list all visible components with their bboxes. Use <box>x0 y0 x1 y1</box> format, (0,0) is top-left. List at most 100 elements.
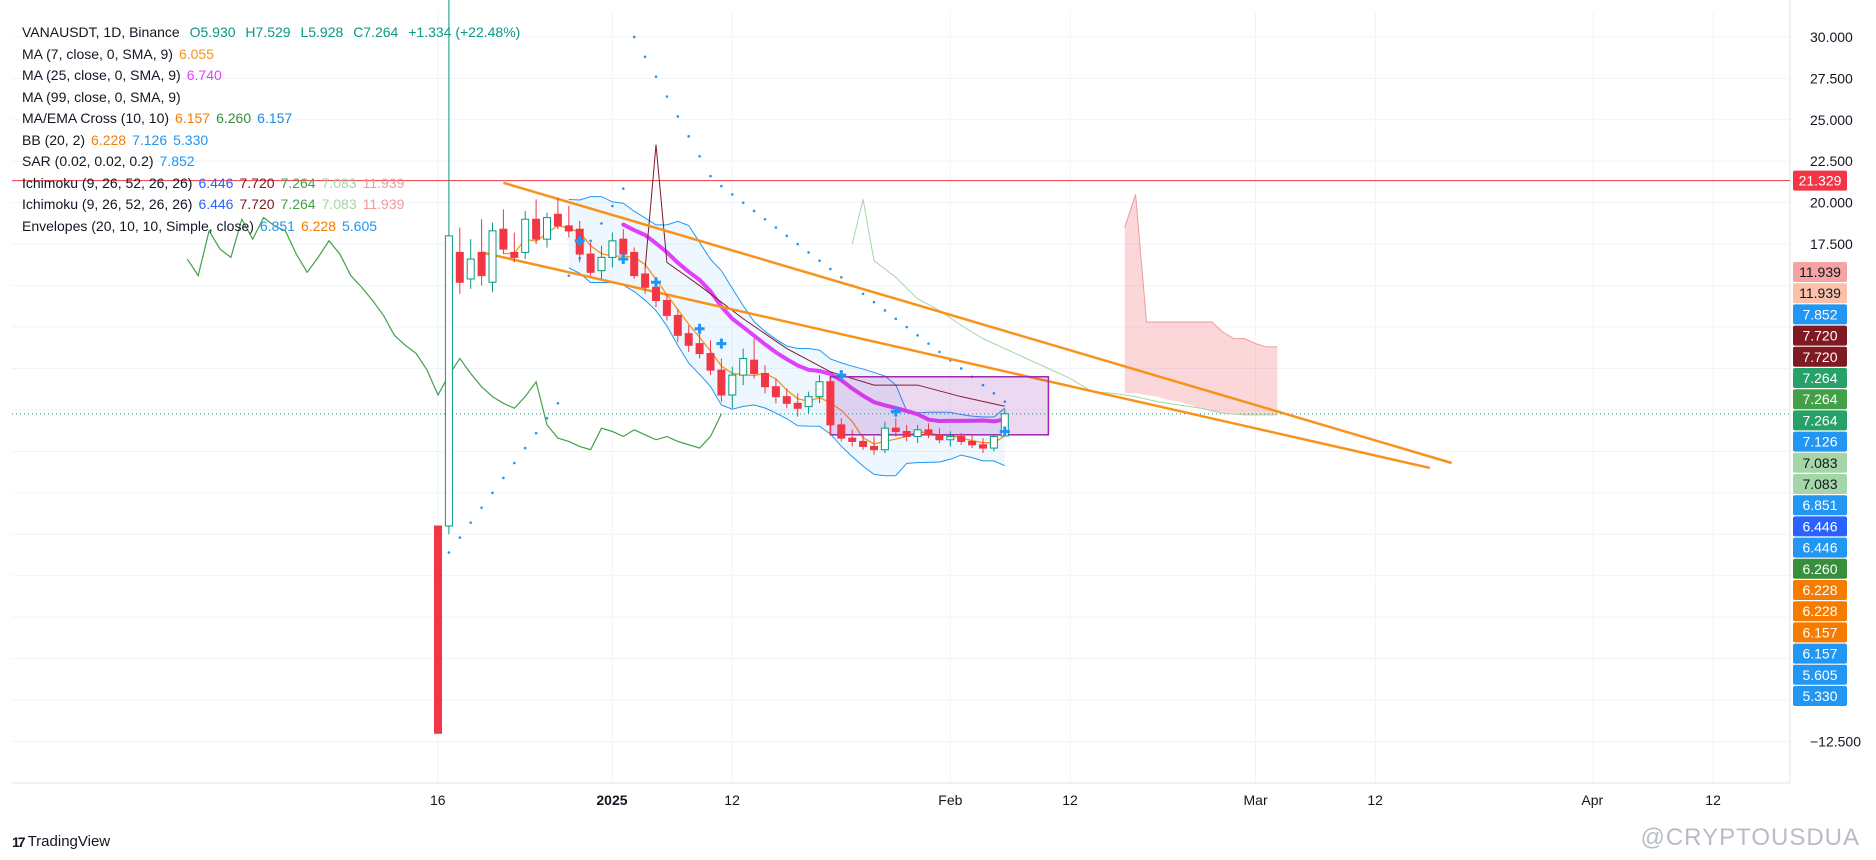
price-axis-badge-label: 6.446 <box>1802 540 1837 556</box>
candle-body[interactable] <box>619 238 628 255</box>
candle-body[interactable] <box>521 218 530 253</box>
sar-dot <box>676 115 680 118</box>
price-axis-badge-label: 6.157 <box>1802 624 1837 640</box>
candle-body[interactable] <box>989 435 998 449</box>
legend-indicator-row[interactable]: MA (99, close, 0, SMA, 9) <box>22 87 526 109</box>
candle-body[interactable] <box>630 251 639 277</box>
sar-dot <box>469 521 473 524</box>
candle-body[interactable] <box>891 427 900 432</box>
sar-dot <box>447 551 451 554</box>
time-axis-label: 12 <box>1367 792 1383 808</box>
legend-indicator-row[interactable]: Ichimoku (9, 26, 52, 26, 26) 6.446 7.720 7.… <box>22 194 526 216</box>
legend-indicator-value: 6.851 <box>259 217 295 234</box>
legend-indicator-row[interactable]: Ichimoku (9, 26, 52, 26, 26) 6.446 7.720 7.… <box>22 173 526 195</box>
candle-body[interactable] <box>957 435 966 442</box>
price-axis-badge-label: 5.605 <box>1802 667 1837 683</box>
tradingview-logo[interactable]: 17 TradingView <box>12 833 110 850</box>
candle-body[interactable] <box>924 429 933 436</box>
candle-body[interactable] <box>717 369 726 396</box>
sar-dot <box>458 536 462 539</box>
candle-body[interactable] <box>641 273 650 288</box>
candle-body[interactable] <box>837 424 846 439</box>
candle-body[interactable] <box>564 225 573 232</box>
candle-body[interactable] <box>771 386 780 398</box>
candle-body[interactable] <box>979 444 987 449</box>
price-axis-badge <box>1793 368 1847 388</box>
legend-symbol[interactable]: VANAUSDT, 1D, Binance <box>22 24 180 40</box>
candle-body[interactable] <box>826 381 835 426</box>
candle-body[interactable] <box>477 251 486 277</box>
bollinger-band-fill <box>568 196 1005 476</box>
candle-body[interactable] <box>662 300 671 316</box>
candle-body[interactable] <box>804 396 813 408</box>
candle-body[interactable] <box>946 435 955 441</box>
price-axis-label: 25.000 <box>1810 112 1853 128</box>
candle-body[interactable] <box>608 240 617 258</box>
price-axis-badge-label: 6.851 <box>1802 497 1837 513</box>
candle-body[interactable] <box>673 314 682 336</box>
trendline-upper[interactable] <box>503 181 1453 465</box>
candle-body[interactable] <box>695 343 704 355</box>
candle-body[interactable] <box>553 213 562 227</box>
bollinger-upper-line <box>568 196 1006 418</box>
trendline-lower[interactable] <box>481 251 1431 470</box>
price-axis-badge <box>1793 283 1847 304</box>
sar-dot <box>894 317 898 321</box>
candle-body[interactable] <box>488 230 497 283</box>
candle-body[interactable] <box>739 358 748 376</box>
price-axis-badge <box>1793 643 1847 664</box>
candle-body[interactable] <box>880 427 889 451</box>
price-axis-label: 30.000 <box>1810 29 1853 45</box>
legend-indicator-row[interactable]: SAR (0.02, 0.02, 0.2) 7.852 <box>22 151 526 173</box>
legend-indicator-label: MA/EMA Cross (10, 10) <box>22 110 170 126</box>
candle-body[interactable] <box>466 258 475 280</box>
sar-dot <box>840 275 843 279</box>
candle-body[interactable] <box>684 333 693 346</box>
candle-body[interactable] <box>728 374 737 396</box>
candle-body[interactable] <box>913 429 922 437</box>
legend-indicator-row[interactable]: MA (7, close, 0, SMA, 9) 6.055 <box>22 44 526 66</box>
candle-body[interactable] <box>499 228 508 250</box>
candle-body[interactable] <box>793 402 802 409</box>
candle-body[interactable] <box>761 372 769 388</box>
price-axis-badge-label: 6.228 <box>1802 582 1837 598</box>
candle-body[interactable] <box>532 218 541 240</box>
price-axis-badge-label: 7.126 <box>1802 434 1837 450</box>
legend-indicator-list: MA (7, close, 0, SMA, 9) 6.055 MA (25, clo… <box>22 44 526 238</box>
candle-body[interactable] <box>706 353 715 371</box>
price-axis-label: 20.000 <box>1810 195 1853 211</box>
legend-indicator-row[interactable]: MA (25, close, 0, SMA, 9) 6.740 <box>22 65 526 87</box>
sar-dot <box>632 35 636 39</box>
candle-body[interactable] <box>586 253 595 273</box>
candle-body[interactable] <box>902 430 911 437</box>
candle-body[interactable] <box>815 381 824 398</box>
legend-indicator-value: 7.720 <box>239 196 275 212</box>
candle-body[interactable] <box>455 251 464 283</box>
sar-dot <box>556 402 560 405</box>
candle-body[interactable] <box>848 437 857 442</box>
candle-body[interactable] <box>543 217 551 240</box>
candle-body[interactable] <box>434 525 442 734</box>
price-axis-badge <box>1793 170 1847 191</box>
ma-cross-marker <box>999 426 1010 437</box>
legend-indicator-row[interactable]: BB (20, 2) 6.228 7.126 5.330 <box>22 130 526 152</box>
legend-indicator-row[interactable]: MA/EMA Cross (10, 10) 6.157 6.260 6.157 <box>22 108 526 130</box>
ichimoku-span-a-line <box>851 199 1278 416</box>
legend-indicator-row[interactable]: Envelopes (20, 10, 10, Simple, close) 6.8… <box>22 216 526 238</box>
candle-body[interactable] <box>782 396 791 404</box>
candle-body[interactable] <box>652 286 660 302</box>
sar-dot <box>807 251 810 254</box>
candle-body[interactable] <box>935 434 944 441</box>
price-axis-badge-label: 7.264 <box>1802 391 1837 407</box>
candle-body[interactable] <box>750 359 759 374</box>
candle-body[interactable] <box>859 440 868 447</box>
consolidation-rectangle[interactable] <box>829 376 1050 436</box>
candle-body[interactable] <box>968 440 977 446</box>
candle-body[interactable] <box>597 256 606 272</box>
candle-body[interactable] <box>870 445 878 451</box>
ma-cross-marker <box>716 338 727 349</box>
time-axis-label: 12 <box>1705 792 1721 808</box>
candle-body[interactable] <box>510 251 519 258</box>
candle-body[interactable] <box>444 235 453 527</box>
